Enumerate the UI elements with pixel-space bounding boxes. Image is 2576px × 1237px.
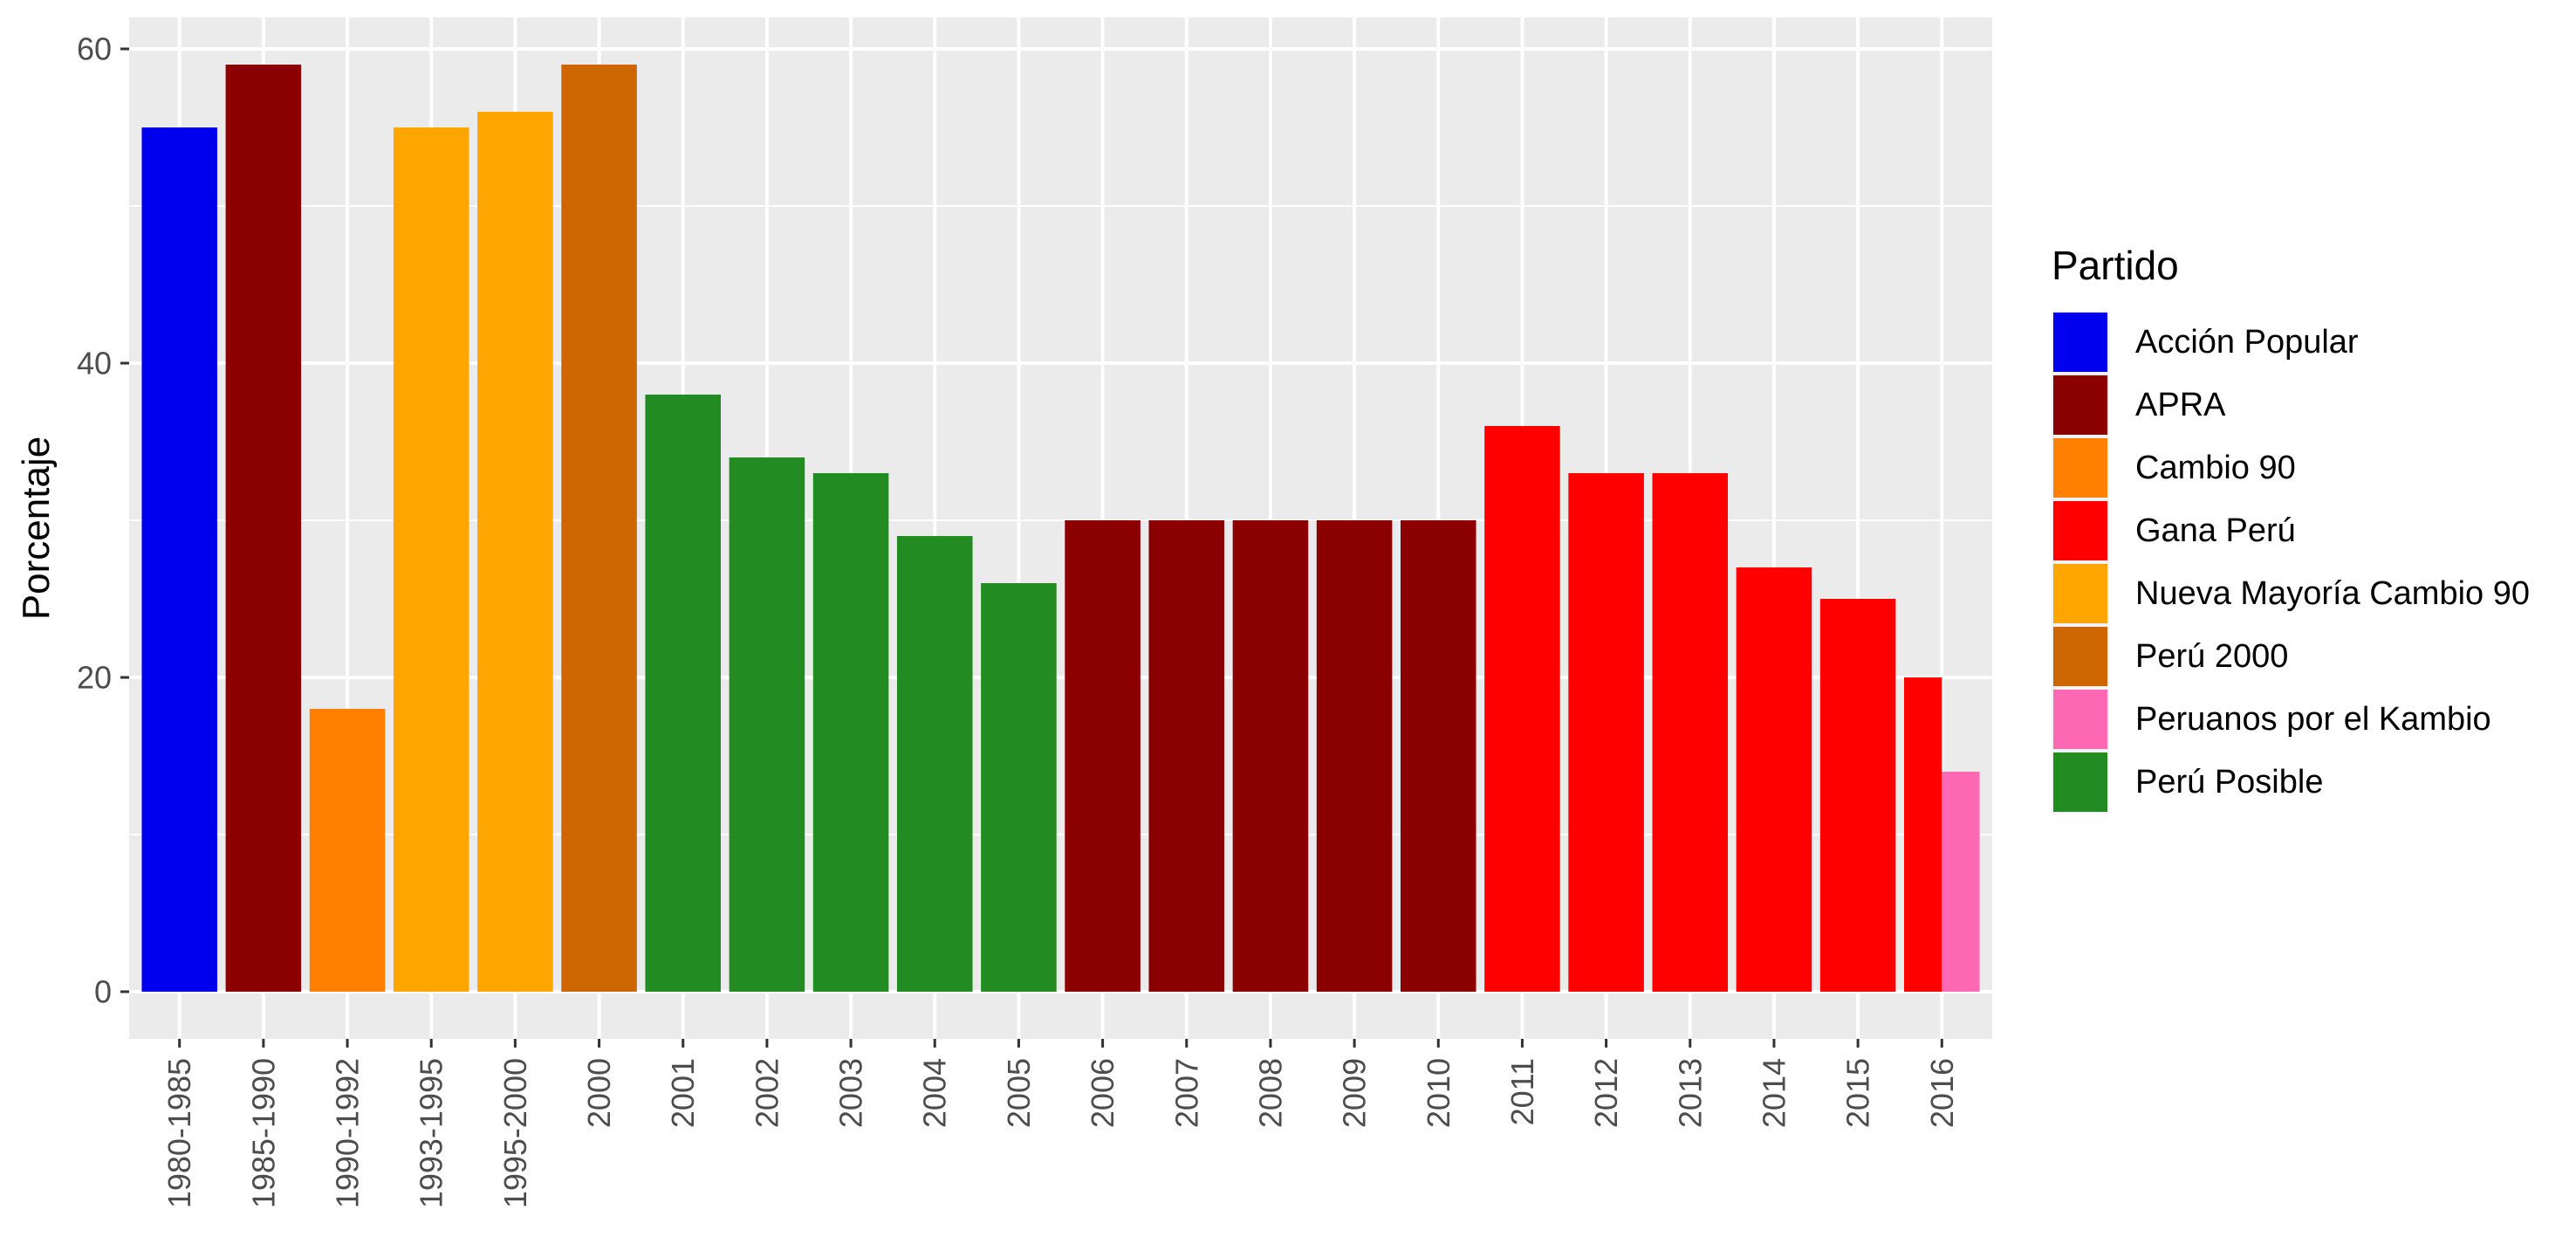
- x-tick-label-2012: 2012: [1588, 1058, 1624, 1128]
- bar-2006: [1065, 520, 1141, 992]
- bar-1993-1995: [393, 127, 469, 992]
- bar-2015: [1819, 599, 1896, 992]
- legend-label-peru-posible: Perú Posible: [2135, 764, 2323, 801]
- y-axis-title: Porcentaje: [15, 436, 58, 620]
- x-tick-label-1993-1995: 1993-1995: [414, 1058, 449, 1208]
- y-axis: 0 20 40 60: [77, 31, 129, 1010]
- bar-2010: [1400, 520, 1476, 992]
- y-tick-label-40: 40: [77, 346, 112, 381]
- bar-2016-gana-peru: [1904, 677, 1942, 992]
- x-tick-label-2000: 2000: [581, 1058, 617, 1128]
- legend-swatch-accion-popular: [2053, 313, 2107, 372]
- x-tick-label-2009: 2009: [1337, 1058, 1373, 1128]
- x-tick-label-2010: 2010: [1421, 1058, 1456, 1128]
- x-tick-label-2006: 2006: [1085, 1058, 1120, 1128]
- x-tick-label-1980-1985: 1980-1985: [161, 1058, 197, 1208]
- x-tick-label-2005: 2005: [1001, 1058, 1037, 1128]
- bar-2014: [1736, 567, 1812, 992]
- x-tick-label-2002: 2002: [749, 1058, 784, 1128]
- legend-label-apra: APRA: [2135, 387, 2226, 423]
- bar-2005: [981, 583, 1057, 992]
- bar-2002: [729, 457, 805, 992]
- bar-2009: [1316, 520, 1393, 992]
- x-tick-label-2008: 2008: [1252, 1058, 1288, 1128]
- bar-2004: [896, 536, 973, 992]
- bar-2011: [1484, 426, 1560, 992]
- bar-1995-2000: [477, 112, 553, 992]
- x-tick-label-2011: 2011: [1504, 1058, 1540, 1125]
- legend-label-cambio-90: Cambio 90: [2135, 450, 2296, 486]
- legend-items: Acción Popular APRA Cambio 90 Gana Perú Nuev…: [2052, 311, 2530, 814]
- bar-2016-peruanos-por-el-kambio: [1942, 772, 1980, 992]
- x-tick-label-2007: 2007: [1168, 1058, 1204, 1128]
- legend: Partido Acción Popular APRA Cambio 90 Gana …: [2052, 243, 2530, 814]
- y-tick-label-20: 20: [77, 660, 112, 696]
- y-tick-label-60: 60: [77, 31, 112, 67]
- y-tick-label-0: 0: [94, 974, 112, 1010]
- legend-swatch-gana-peru: [2053, 501, 2107, 560]
- bar-2013: [1652, 473, 1729, 992]
- bar-2003: [812, 473, 889, 992]
- x-tick-label-2014: 2014: [1756, 1058, 1792, 1128]
- x-tick-label-1995-2000: 1995-2000: [497, 1058, 533, 1208]
- legend-label-accion-popular: Acción Popular: [2135, 324, 2359, 361]
- bar-1980-1985: [141, 127, 217, 992]
- legend-label-nueva-mayoria-cambio-90: Nueva Mayoría Cambio 90: [2135, 575, 2530, 612]
- legend-label-gana-peru: Gana Perú: [2135, 512, 2296, 549]
- x-tick-label-2013: 2013: [1672, 1058, 1708, 1128]
- bar-1990-1992: [309, 709, 386, 992]
- bar-2001: [645, 395, 722, 992]
- legend-swatch-apra: [2053, 375, 2107, 435]
- bar-1985-1990: [225, 65, 302, 992]
- x-tick-label-2015: 2015: [1840, 1058, 1876, 1128]
- x-tick-label-2004: 2004: [917, 1058, 953, 1128]
- legend-title: Partido: [2052, 243, 2179, 288]
- legend-swatch-peru-2000: [2053, 627, 2107, 686]
- bars-layer: [141, 65, 1980, 992]
- x-axis: 1980-1985 1985-1990 1990-1992 1993-1995 1995…: [161, 1039, 1960, 1208]
- x-tick-label-2003: 2003: [833, 1058, 869, 1128]
- legend-label-peruanos-por-el-kambio: Peruanos por el Kambio: [2135, 701, 2491, 738]
- bar-2000: [561, 65, 637, 992]
- legend-swatch-nueva-mayoria-cambio-90: [2053, 564, 2107, 623]
- legend-swatch-peru-posible: [2053, 753, 2107, 812]
- bar-2012: [1568, 473, 1644, 992]
- x-tick-label-1990-1992: 1990-1992: [330, 1058, 366, 1208]
- legend-swatch-cambio-90: [2053, 438, 2107, 498]
- bar-2007: [1148, 520, 1225, 992]
- x-tick-label-1985-1990: 1985-1990: [245, 1058, 281, 1208]
- bar-2008: [1232, 520, 1309, 992]
- legend-swatch-peruanos-por-el-kambio: [2053, 690, 2107, 749]
- legend-label-peru-2000: Perú 2000: [2135, 638, 2288, 675]
- x-tick-label-2016: 2016: [1924, 1058, 1960, 1128]
- x-tick-label-2001: 2001: [665, 1058, 701, 1128]
